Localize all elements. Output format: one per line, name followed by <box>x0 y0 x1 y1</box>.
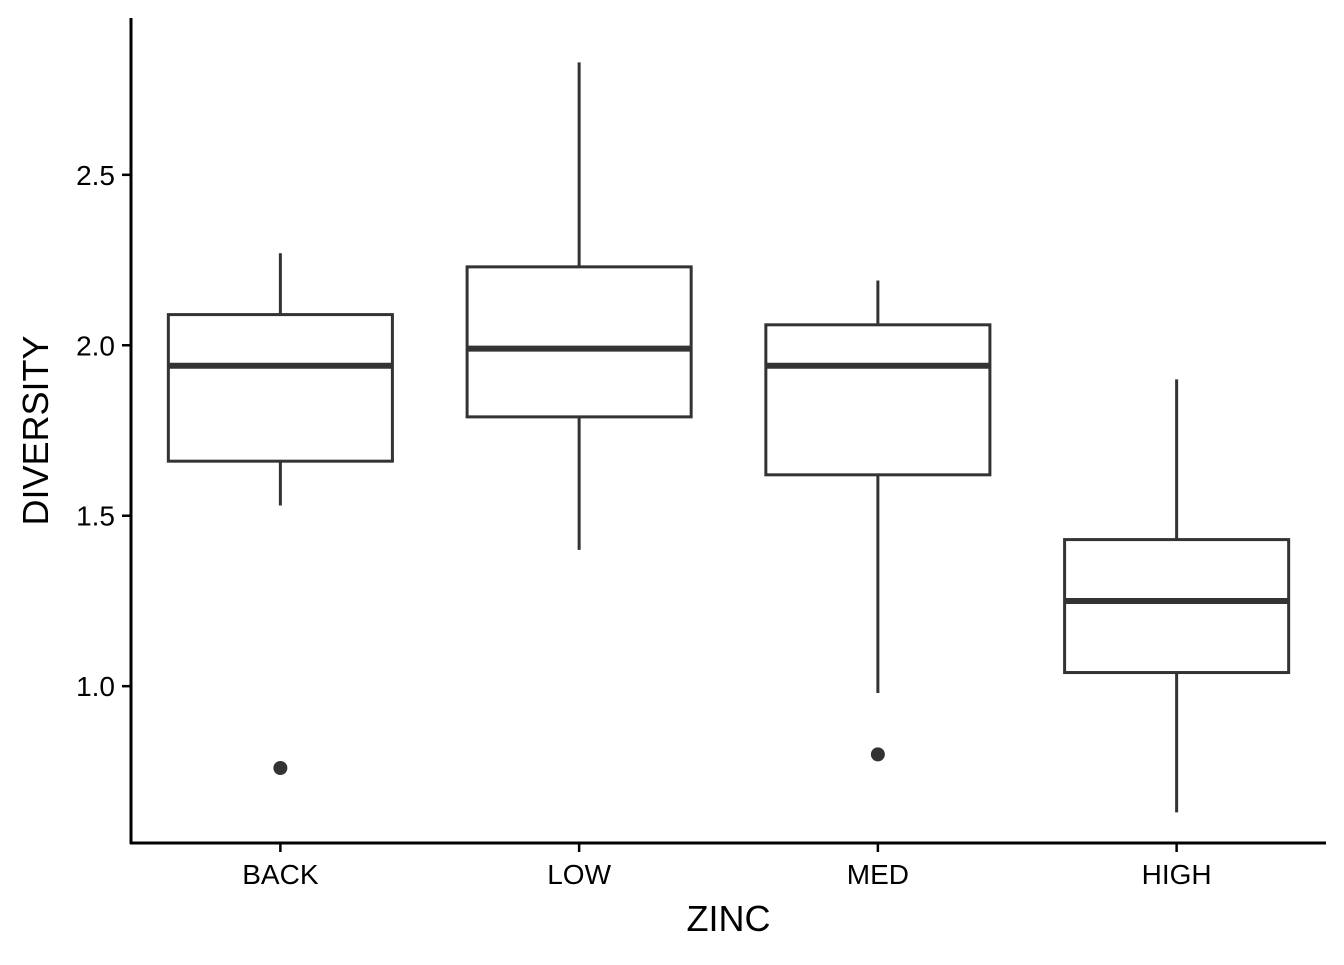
box-iqr <box>166 313 394 463</box>
box-med <box>764 280 992 762</box>
y-axis-title: DIVERSITY <box>15 335 56 525</box>
x-tick-label: LOW <box>547 859 611 890</box>
box-high <box>1063 379 1291 813</box>
outlier-point <box>273 761 288 775</box>
box-iqr <box>764 323 992 477</box>
y-tick-label: 2.0 <box>76 330 115 361</box>
y-tick-label: 2.5 <box>76 160 115 191</box>
y-axis-ticks: 1.0 1.5 2.0 2.5 <box>76 160 131 702</box>
x-axis-ticks: BACK LOW MED HIGH <box>242 843 1212 890</box>
x-tick-label: MED <box>847 859 909 890</box>
boxes-layer <box>166 62 1291 813</box>
box-back <box>166 253 394 775</box>
x-axis-title: ZINC <box>687 898 771 939</box>
axes-layer: 1.0 1.5 2.0 2.5 BACK LOW MED HIGH <box>76 18 1326 890</box>
box-iqr <box>1063 538 1291 675</box>
box-low <box>465 62 693 550</box>
x-tick-label: HIGH <box>1142 859 1212 890</box>
box-iqr <box>465 265 693 419</box>
y-tick-label: 1.0 <box>76 671 115 702</box>
x-tick-label: BACK <box>242 859 319 890</box>
y-tick-label: 1.5 <box>76 501 115 532</box>
outlier-point <box>870 747 885 762</box>
